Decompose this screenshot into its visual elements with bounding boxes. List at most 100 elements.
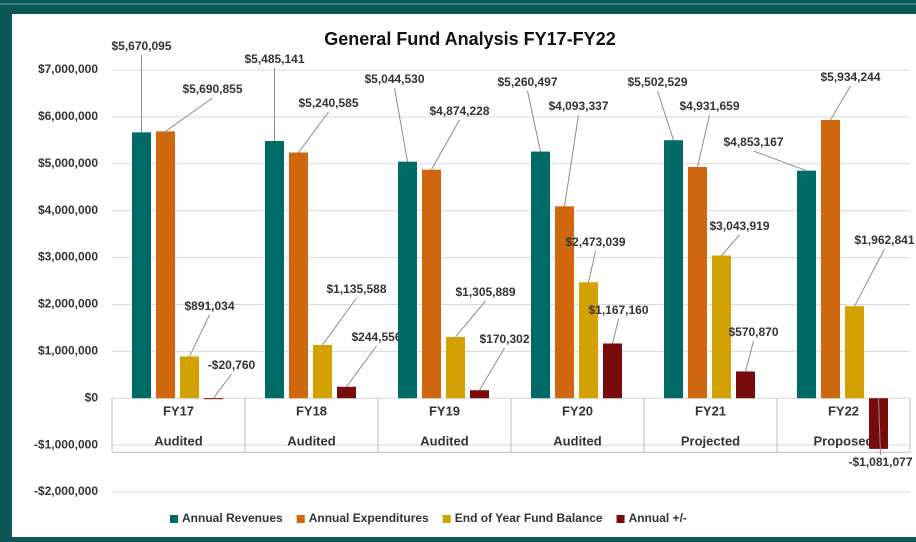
data-label: -$20,760 [208,358,256,372]
bar [289,152,308,399]
data-label: $891,034 [184,299,234,313]
data-label: $244,556 [351,330,401,344]
bar [579,282,598,399]
x-group-label: Audited [287,434,335,449]
y-tick-label: $1,000,000 [38,344,98,358]
leader-line [753,150,807,172]
data-label: $4,874,228 [429,104,489,118]
data-label: $170,302 [479,332,529,346]
data-label: $5,690,855 [182,82,242,96]
leader-line [455,300,486,338]
bar [265,141,284,399]
x-tick-label: FY21 [695,404,726,419]
leader-line [298,111,329,153]
leader-line [189,314,210,357]
bar [446,336,465,399]
y-tick-label: -$1,000,000 [34,437,98,451]
bar [422,169,441,399]
bar [180,356,199,399]
leader-line [697,114,710,168]
legend-label: Annual Expenditures [309,511,429,525]
bar [664,140,683,399]
y-tick-label: $6,000,000 [38,109,98,123]
data-label: $5,240,585 [298,96,358,110]
bar [869,398,888,449]
y-tick-label: $4,000,000 [38,203,98,217]
y-tick-label: $3,000,000 [38,250,98,264]
x-group-label: Audited [420,434,468,449]
leader-line [657,90,674,141]
x-tick-label: FY18 [296,404,327,419]
bar [712,255,731,399]
leader-line [346,345,377,388]
data-label: $5,670,095 [111,39,171,53]
leader-line [878,398,881,456]
x-group-label: Audited [154,434,202,449]
data-label: $1,305,889 [455,285,515,299]
x-tick-label: FY20 [562,404,593,419]
leader-line [322,297,357,346]
legend-label: End of Year Fund Balance [455,511,603,525]
bar [821,119,840,399]
data-label: $4,853,167 [723,135,783,149]
bar [531,151,550,399]
leader-line [527,90,541,152]
bar [688,166,707,399]
data-label: $5,260,497 [497,75,557,89]
leader-line [745,340,754,372]
y-tick-label: $5,000,000 [38,156,98,170]
data-label: $4,931,659 [679,99,739,113]
legend-label: Annual +/- [629,511,687,525]
legend-swatch [442,515,451,523]
legend-swatch [296,515,305,523]
leader-line [830,85,851,121]
leader-line [612,318,619,344]
data-label: $5,044,530 [364,72,424,86]
bar [736,371,755,399]
bar [337,386,356,399]
bar [603,343,622,399]
data-label: $5,502,529 [627,75,687,89]
leader-line [564,114,579,207]
bar [204,398,223,400]
frame-line [0,3,916,5]
leader-line [588,250,596,283]
chart-title: General Fund Analysis FY17-FY22 [324,29,615,49]
leader-line [854,248,885,307]
x-tick-label: FY17 [163,404,194,419]
leader-line [431,119,460,170]
data-label: $1,135,588 [326,282,386,296]
bar [313,344,332,399]
data-label: $5,934,244 [820,70,880,84]
data-label: $3,043,919 [709,219,769,233]
x-group-label: Projected [681,434,740,449]
leader-line [394,87,408,162]
y-tick-label: $2,000,000 [38,297,98,311]
bar [156,131,175,399]
bar [398,161,417,399]
x-group-label: Audited [553,434,601,449]
bar [470,390,489,399]
legend-label: Annual Revenues [182,511,283,525]
data-label: $1,962,841 [854,233,914,247]
leader-line [479,347,505,391]
data-label: -$1,081,077 [848,455,912,469]
x-tick-label: FY22 [828,404,859,419]
legend-swatch [170,515,178,523]
bar [797,170,816,399]
y-tick-label: $7,000,000 [38,62,98,76]
legend-swatch [616,515,625,523]
bar [132,132,151,399]
bar [845,306,864,399]
leader-line [721,234,740,256]
data-label: $4,093,337 [548,99,608,113]
data-label: $570,870 [728,325,778,339]
bar [555,206,574,399]
y-tick-label: -$2,000,000 [34,484,98,498]
x-group-label: Proposed [814,434,874,449]
y-tick-label: $0 [85,390,99,404]
x-tick-label: FY19 [429,404,460,419]
data-label: $2,473,039 [565,235,625,249]
data-label: $5,485,141 [244,52,304,66]
